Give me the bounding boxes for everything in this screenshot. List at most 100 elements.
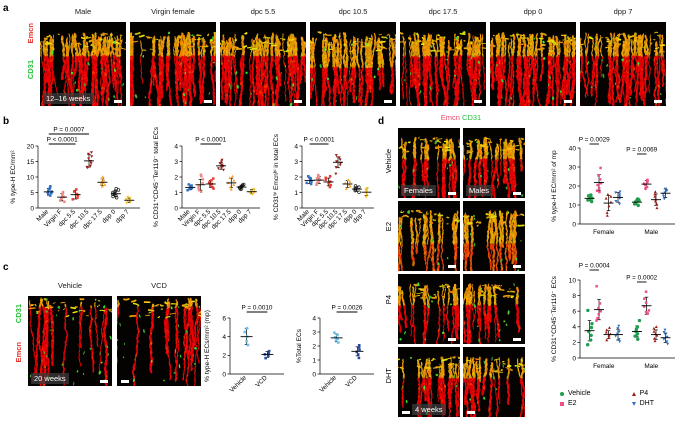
y-tick-label: 2 [222, 353, 226, 360]
y-tick-label: 30 [569, 164, 577, 171]
micrograph-tile [580, 22, 666, 106]
data-point [199, 173, 203, 176]
y-tick-label: 40 [569, 145, 577, 152]
data-point [663, 187, 667, 191]
y-tick-label: 4 [222, 334, 226, 341]
y-tick-label: 10 [569, 202, 577, 209]
data-point [607, 336, 611, 339]
data-point [646, 180, 649, 184]
chart-svg: 0 1 2 3 4 %Total ECs Vehicle VCD P = 0.0026 [296, 305, 374, 394]
data-point [317, 180, 320, 183]
data-point [242, 182, 246, 187]
data-point [85, 165, 89, 169]
panel-b-letter: b [3, 116, 10, 127]
data-point [264, 356, 267, 360]
data-point [309, 182, 313, 186]
data-point [63, 200, 66, 204]
data-point [614, 191, 618, 195]
micrograph-tile: 20 weeks [28, 296, 112, 386]
data-point [595, 189, 599, 192]
data-point [605, 338, 609, 342]
data-point [645, 185, 649, 189]
data-point [607, 326, 611, 329]
p-value-annotation: P = 0.0010 [242, 305, 273, 312]
y-tick-label: 8 [572, 293, 576, 300]
panel-b-chart-3: 0 1 2 3 4% CD31ʰⁱ Emcnʰⁱ in total ECs Male Vir… [268, 120, 380, 250]
data-point [365, 186, 369, 190]
data-point [187, 183, 191, 186]
panel-d-col-label-0: Females [401, 185, 436, 196]
data-point [652, 326, 656, 330]
data-point [76, 196, 79, 200]
legend-label: E2 [568, 400, 577, 407]
data-point [334, 166, 338, 169]
data-point [598, 190, 601, 194]
data-point [87, 157, 91, 161]
panel-d-chart-2: 0 2 4 6 8 10 % CD31⁺CD45⁻Ter119⁻ ECs Female Male… [548, 254, 680, 382]
data-point [317, 173, 320, 177]
scale-bar [121, 380, 129, 383]
data-point [652, 337, 656, 340]
data-point [60, 196, 63, 200]
panel-d-title-emcn: Emcn [440, 113, 460, 122]
data-point [618, 193, 622, 197]
data-point [589, 193, 593, 197]
panel-a-column-label-6: dpp 7 [613, 7, 633, 16]
data-point [364, 195, 368, 199]
x-tick-label: dpp 7 [114, 208, 131, 225]
data-point [365, 193, 369, 197]
data-point [201, 178, 205, 181]
data-point [654, 325, 658, 329]
data-point [186, 188, 189, 192]
scale-bar [402, 411, 410, 414]
y-axis-title: % CD31⁺CD45⁻Ter119⁻ ECs [551, 275, 558, 362]
scale-bar [448, 265, 456, 268]
y-tick-label: 3 [312, 329, 316, 336]
data-point [617, 324, 621, 328]
data-point [200, 174, 203, 178]
y-tick-label: 15 [27, 159, 35, 166]
data-point [210, 179, 213, 182]
y-tick-label: 1 [294, 190, 298, 197]
data-point [231, 174, 235, 178]
data-point [616, 327, 620, 330]
data-point [220, 163, 224, 167]
data-point [589, 325, 594, 330]
data-point [644, 290, 648, 293]
chart-svg: 0 10 20 30 40 % type-H EC/mm² of mp Female Male… [551, 137, 675, 236]
data-point [333, 336, 337, 339]
data-point [655, 202, 659, 206]
data-point [599, 181, 603, 185]
panel-a-column-label-5: dpp 0 [523, 7, 543, 16]
data-point [61, 192, 64, 196]
data-point [267, 354, 270, 358]
y-tick-label: 0 [30, 205, 34, 212]
y-axis-title: %Total ECs [296, 328, 303, 363]
data-point [644, 187, 647, 191]
data-point [607, 204, 611, 208]
data-point [599, 309, 602, 313]
p-value-annotation: P = 0.0002 [626, 275, 657, 282]
data-point [596, 316, 599, 320]
legend-marker-icon [560, 391, 564, 396]
panel-d-row-label-0: Vehicle [384, 149, 393, 174]
data-point [664, 333, 668, 337]
data-point [636, 203, 640, 208]
y-tick-label: 0 [572, 355, 576, 362]
data-point [604, 330, 608, 334]
data-point [358, 348, 361, 352]
data-point [646, 178, 649, 182]
data-point [100, 176, 104, 180]
data-point [338, 163, 342, 167]
data-point [652, 329, 656, 333]
data-point [128, 196, 132, 200]
panel-c-column-label-1: VCD [151, 281, 167, 290]
data-point [334, 339, 338, 342]
y-axis-title: % CD31ʰⁱ Emcnʰⁱ in total ECs [272, 133, 280, 220]
data-point [228, 176, 232, 180]
data-point [246, 343, 250, 347]
data-point [635, 332, 640, 336]
panel-c-label-emcn: Emcn [14, 342, 23, 363]
data-point [89, 151, 93, 155]
legend-label: DHT [639, 400, 654, 407]
